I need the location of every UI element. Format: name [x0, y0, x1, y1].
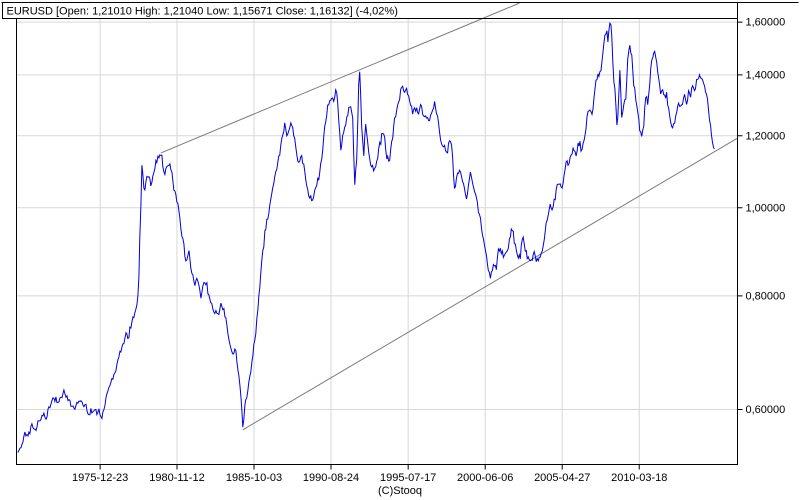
x-axis-label: 1985-10-03: [226, 472, 282, 484]
upper-channel-trendline: [160, 2, 520, 154]
x-axis-label: 1975-12-23: [72, 472, 128, 484]
y-axis-ticks: 1,60000 1,40000 1,20000 1,00000 0,80000 0,600…: [737, 17, 786, 416]
price-line: [17, 21, 715, 453]
x-axis-ticks: 1975-12-23 1980-11-12 1985-10-03 1990-08-24…: [72, 464, 667, 484]
y-axis-label: 1,20000: [746, 130, 786, 142]
x-axis-label: 2010-03-18: [611, 472, 667, 484]
gridlines: [16, 19, 738, 465]
y-axis-label: 1,00000: [746, 202, 786, 214]
x-axis-label: 2005-04-27: [534, 472, 590, 484]
y-axis-label: 1,40000: [746, 69, 786, 81]
chart-frame: [1, 2, 799, 465]
y-axis-label: 1,60000: [746, 17, 786, 29]
lower-channel-trendline: [242, 137, 738, 431]
trendlines: [160, 2, 738, 431]
x-axis-label: 2000-06-06: [457, 472, 513, 484]
x-axis-label: 1980-11-12: [149, 472, 204, 484]
watermark-copyright: (C)Stooq: [378, 485, 422, 497]
x-axis-label: 1995-07-17: [380, 472, 436, 484]
x-axis-label: 1990-08-24: [303, 472, 359, 484]
y-axis-label: 0,80000: [746, 290, 786, 302]
y-axis-label: 0,60000: [746, 404, 786, 416]
chart-title: EURUSD [Open: 1,21010 High: 1,21040 Low:…: [7, 6, 398, 18]
